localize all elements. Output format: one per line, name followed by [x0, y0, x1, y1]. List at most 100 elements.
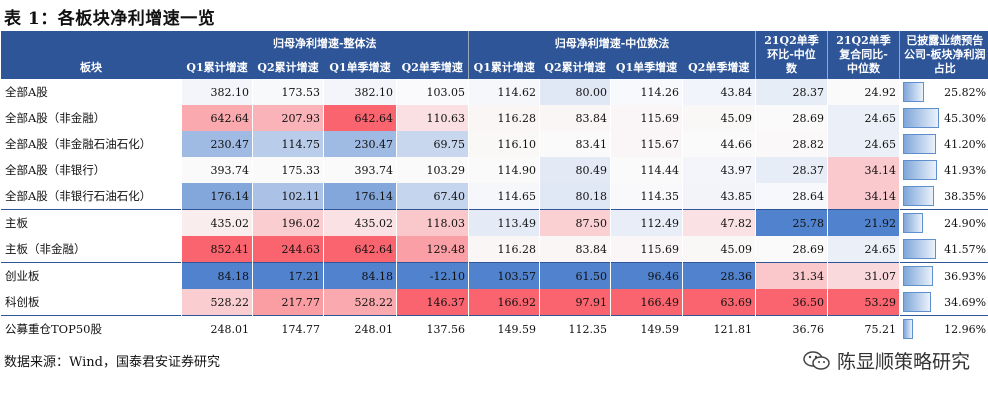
- share-bar-track: [903, 266, 939, 286]
- value-cell: 53.29: [827, 289, 901, 316]
- value-cell: 44.66: [682, 131, 757, 157]
- subheader-1: Q1累计增速: [181, 57, 253, 79]
- value-cell: 84.18: [181, 262, 253, 289]
- value-cell: 28.69: [755, 105, 829, 131]
- value-cell: 28.82: [755, 131, 829, 157]
- value-cell: 83.84: [539, 105, 612, 131]
- value-cell: 393.74: [323, 157, 397, 183]
- value-cell: 146.37: [395, 289, 470, 316]
- value-cell: 67.40: [395, 183, 470, 210]
- share-cell: 25.82%: [899, 79, 988, 105]
- table-row: 主板（非金融） 852.41 244.63 642.64 129.48 116.28 83.…: [0, 236, 988, 263]
- value-cell: 17.21: [252, 262, 324, 289]
- row-label: 全部A股（非金融）: [0, 105, 182, 131]
- share-cell: 12.96%: [899, 315, 988, 342]
- share-bar-track: [903, 160, 939, 180]
- value-cell: 115.69: [610, 105, 684, 131]
- value-cell: 31.07: [827, 262, 901, 289]
- value-cell: 196.02: [252, 209, 324, 236]
- subheader-5: Q1累计增速: [468, 57, 540, 79]
- row-label: 主板: [0, 209, 182, 236]
- value-cell: 36.76: [755, 315, 829, 342]
- share-value: 41.93%: [944, 163, 987, 177]
- value-cell: 642.64: [323, 236, 397, 263]
- value-cell: 75.21: [827, 315, 901, 342]
- value-cell: 24.92: [827, 79, 901, 105]
- brand-name: 陈显顺策略研究: [836, 351, 970, 373]
- share-bar-track: [903, 186, 939, 206]
- source-note: 数据来源：Wind，国泰君安证券研究: [4, 355, 220, 370]
- share-value: 25.82%: [944, 85, 987, 99]
- row-label: 科创板: [0, 289, 182, 316]
- share-value: 34.69%: [944, 295, 987, 309]
- subheader-6: Q2累计增速: [539, 57, 611, 79]
- value-cell: 102.11: [252, 183, 324, 210]
- share-value: 24.90%: [944, 216, 987, 230]
- share-bar: [903, 160, 937, 180]
- value-cell: 175.33: [252, 157, 324, 183]
- header-sector: 板块: [0, 31, 182, 79]
- header-group-overall: 归母净利增速-整体法: [181, 31, 469, 57]
- value-cell: 34.14: [827, 157, 901, 183]
- share-cell: 36.93%: [899, 262, 988, 289]
- value-cell: 149.59: [468, 315, 541, 342]
- table-row: 全部A股（非金融石油石化） 230.47 114.75 230.47 69.75 116.…: [0, 131, 988, 157]
- share-bar-track: [903, 213, 939, 233]
- value-cell: 114.65: [468, 183, 541, 210]
- table-row: 全部A股（非金融） 642.64 207.93 642.64 110.63 116.28 8…: [0, 105, 988, 131]
- value-cell: 166.49: [610, 289, 684, 316]
- value-cell: 69.75: [395, 131, 470, 157]
- share-bar: [903, 239, 937, 259]
- value-cell: 114.90: [468, 157, 541, 183]
- share-cell: 41.57%: [899, 236, 988, 263]
- value-cell: 114.44: [610, 157, 684, 183]
- value-cell: 114.35: [610, 183, 684, 210]
- value-cell: 24.65: [827, 236, 901, 263]
- share-bar-track: [903, 82, 939, 102]
- value-cell: 115.69: [610, 236, 684, 263]
- share-value: 36.93%: [944, 269, 987, 283]
- value-cell: 43.97: [682, 157, 757, 183]
- value-cell: 248.01: [323, 315, 397, 342]
- value-cell: 137.56: [395, 315, 470, 342]
- value-cell: 114.62: [468, 79, 541, 105]
- value-cell: 173.53: [252, 79, 324, 105]
- value-cell: 34.14: [827, 183, 901, 210]
- table-row: 全部A股（非银行） 393.74 175.33 393.74 103.29 114.90 8…: [0, 157, 988, 183]
- wechat-icon: [803, 350, 830, 370]
- share-bar: [903, 213, 923, 233]
- value-cell: 24.65: [827, 105, 901, 131]
- share-bar-track: [903, 134, 939, 154]
- value-cell: 28.37: [755, 79, 829, 105]
- share-value: 38.35%: [944, 189, 987, 203]
- value-cell: 149.59: [610, 315, 684, 342]
- row-label: 全部A股（非金融石油石化）: [0, 131, 182, 157]
- value-cell: 230.47: [181, 131, 253, 157]
- value-cell: -12.10: [395, 262, 470, 289]
- value-cell: 21.92: [827, 209, 901, 236]
- value-cell: 642.64: [323, 105, 397, 131]
- value-cell: 129.48: [395, 236, 470, 263]
- share-bar-track: [903, 239, 939, 259]
- table-title: 表 1：各板块净利增速一览: [4, 9, 216, 29]
- share-cell: 34.69%: [899, 289, 988, 316]
- share-bar: [903, 266, 933, 286]
- value-cell: 112.35: [539, 315, 612, 342]
- value-cell: 31.34: [755, 262, 829, 289]
- value-cell: 114.26: [610, 79, 684, 105]
- value-cell: 382.10: [323, 79, 397, 105]
- value-cell: 852.41: [181, 236, 253, 263]
- value-cell: 176.14: [323, 183, 397, 210]
- value-cell: 84.18: [323, 262, 397, 289]
- value-cell: 115.67: [610, 131, 684, 157]
- header-preannounce-share: 已披露业绩预告公司-板块净利润占比: [899, 31, 988, 79]
- value-cell: 528.22: [323, 289, 397, 316]
- value-cell: 43.84: [682, 79, 757, 105]
- row-label: 主板（非金融）: [0, 236, 182, 263]
- value-cell: 25.78: [755, 209, 829, 236]
- share-bar: [903, 186, 934, 206]
- row-label: 公募重仓TOP50股: [0, 315, 182, 342]
- table-row: 全部A股（非银行石油石化） 176.14 102.11 176.14 67.40 114.…: [0, 183, 988, 210]
- share-bar: [903, 292, 931, 312]
- share-bar-track: [903, 108, 940, 128]
